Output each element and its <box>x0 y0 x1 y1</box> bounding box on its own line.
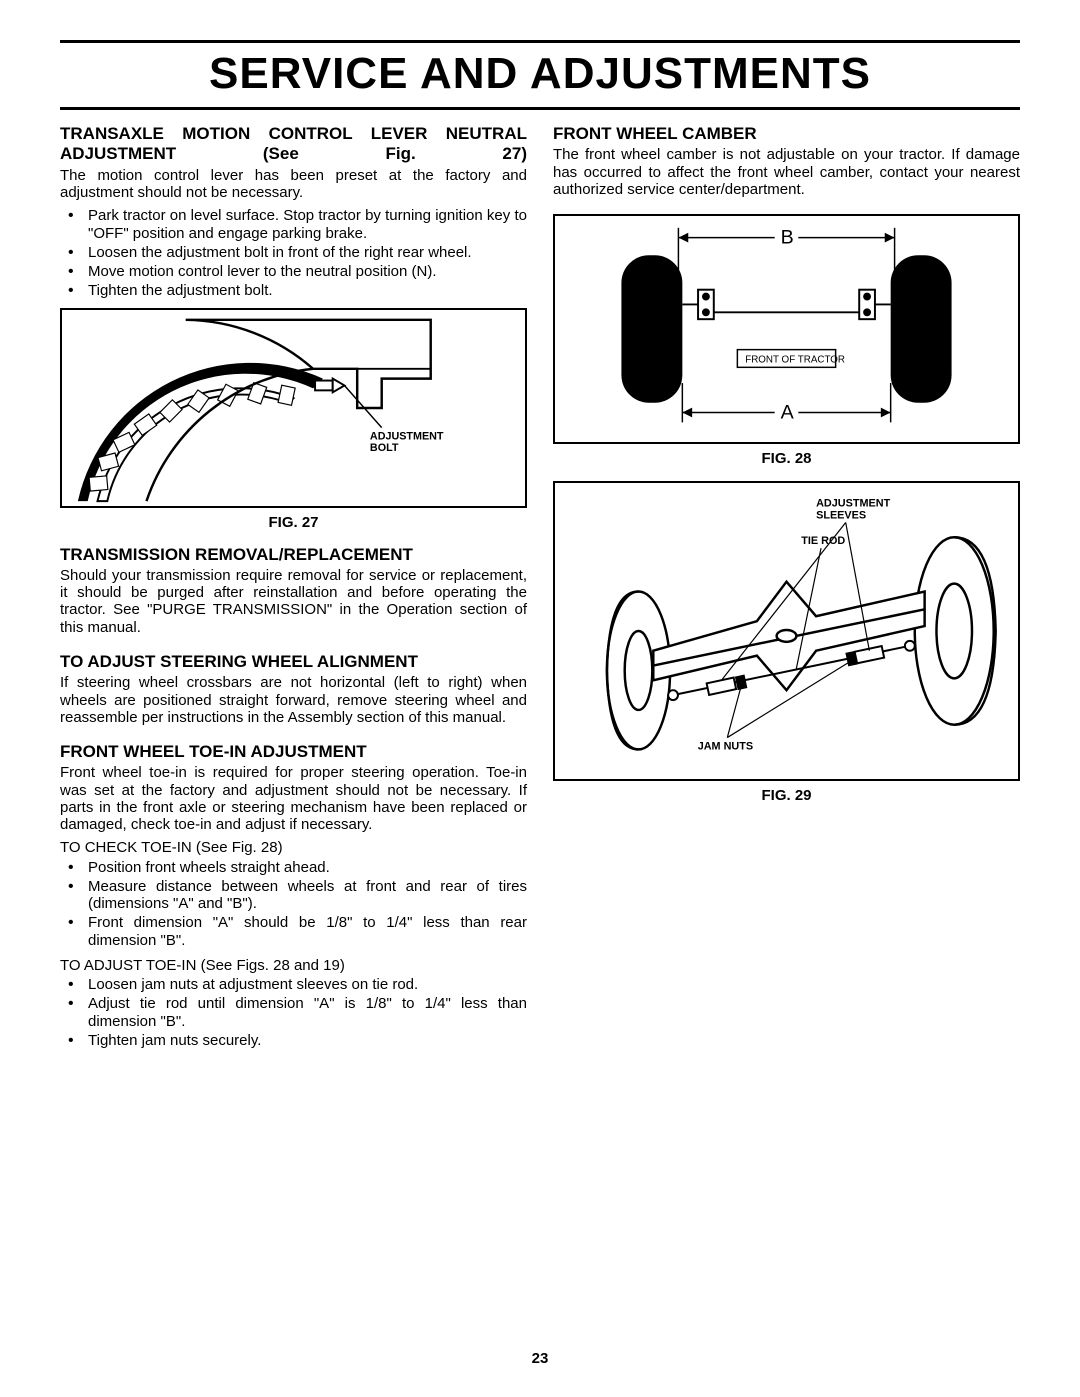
steering-body: If steering wheel crossbars are not hori… <box>60 674 527 726</box>
right-column: FRONT WHEEL CAMBER The front wheel cambe… <box>553 124 1020 1057</box>
list-item: Loosen the adjustment bolt in front of t… <box>88 244 527 261</box>
fig29-adj2: SLEEVES <box>816 510 866 522</box>
camber-body: The front wheel camber is not adjustable… <box>553 146 1020 198</box>
list-item: Park tractor on level surface. Stop trac… <box>88 207 527 242</box>
toein-bullets-1: Position front wheels straight ahead. Me… <box>60 859 527 949</box>
fig29-tie: TIE ROD <box>801 535 845 547</box>
figure-28: B FRONT O <box>553 214 1020 444</box>
fig28-svg: B FRONT O <box>555 216 1018 442</box>
content-columns: TRANSAXLE MOTION CONTROL LEVER NEUTRAL A… <box>60 124 1020 1057</box>
fig28-label-b: B <box>781 227 794 249</box>
top-rule <box>60 40 1020 43</box>
list-item: Measure distance between wheels at front… <box>88 878 527 913</box>
transaxle-intro: The motion control lever has been preset… <box>60 167 527 202</box>
list-item: Tighten jam nuts securely. <box>88 1032 527 1049</box>
toein-sub1: TO CHECK TOE-IN (See Fig. 28) <box>60 839 527 856</box>
toein-sub2: TO ADJUST TOE-IN (See Figs. 28 and 19) <box>60 957 527 974</box>
transaxle-heading: TRANSAXLE MOTION CONTROL LEVER NEUTRAL A… <box>60 124 527 165</box>
list-item: Move motion control lever to the neutral… <box>88 263 527 280</box>
figure-29: ADJUSTMENT SLEEVES TIE ROD JAM NUTS <box>553 481 1020 781</box>
transaxle-bullets: Park tractor on level surface. Stop trac… <box>60 207 527 299</box>
steering-heading: TO ADJUST STEERING WHEEL ALIGNMENT <box>60 652 527 672</box>
fig29-svg: ADJUSTMENT SLEEVES TIE ROD JAM NUTS <box>555 483 1018 779</box>
fig27-svg: ADJUSTMENT BOLT <box>62 310 525 506</box>
camber-heading: FRONT WHEEL CAMBER <box>553 124 1020 144</box>
fig29-jam: JAM NUTS <box>698 741 753 753</box>
list-item: Position front wheels straight ahead. <box>88 859 527 876</box>
list-item: Tighten the adjustment bolt. <box>88 282 527 299</box>
fig28-label-a: A <box>781 402 795 424</box>
toein-heading: FRONT WHEEL TOE-IN ADJUSTMENT <box>60 742 527 762</box>
left-column: TRANSAXLE MOTION CONTROL LEVER NEUTRAL A… <box>60 124 527 1057</box>
fig29-caption: FIG. 29 <box>553 787 1020 804</box>
page-number: 23 <box>0 1350 1080 1367</box>
toein-bullets-2: Loosen jam nuts at adjustment sleeves on… <box>60 976 527 1049</box>
transmission-heading: TRANSMISSION REMOVAL/REPLACEMENT <box>60 545 527 565</box>
fig27-caption: FIG. 27 <box>60 514 527 531</box>
transmission-body: Should your transmission require removal… <box>60 567 527 636</box>
fig28-caption: FIG. 28 <box>553 450 1020 467</box>
fig29-adj1: ADJUSTMENT <box>816 498 890 510</box>
list-item: Front dimension "A" should be 1/8" to 1/… <box>88 914 527 949</box>
fig27-label1: ADJUSTMENT <box>370 430 444 442</box>
fig28-label-front: FRONT OF TRACTOR <box>745 355 845 366</box>
bottom-rule <box>60 107 1020 110</box>
list-item: Loosen jam nuts at adjustment sleeves on… <box>88 976 527 993</box>
figure-27: ADJUSTMENT BOLT <box>60 308 527 508</box>
list-item: Adjust tie rod until dimension "A" is 1/… <box>88 995 527 1030</box>
page-title: SERVICE AND ADJUSTMENTS <box>60 47 1020 101</box>
fig27-label2: BOLT <box>370 442 399 454</box>
toein-intro: Front wheel toe-in is required for prope… <box>60 764 527 833</box>
